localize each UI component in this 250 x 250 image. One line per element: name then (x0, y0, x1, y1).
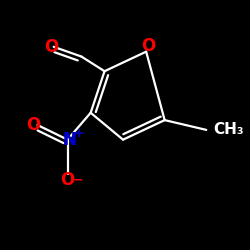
Text: O: O (26, 116, 40, 134)
Text: N: N (63, 131, 77, 149)
Text: O: O (60, 171, 75, 189)
Text: CH₃: CH₃ (213, 122, 244, 138)
Text: O: O (44, 38, 59, 56)
Text: −: − (72, 174, 83, 186)
Text: O: O (141, 36, 156, 54)
Text: N: N (63, 131, 77, 149)
Text: +: + (74, 127, 85, 140)
